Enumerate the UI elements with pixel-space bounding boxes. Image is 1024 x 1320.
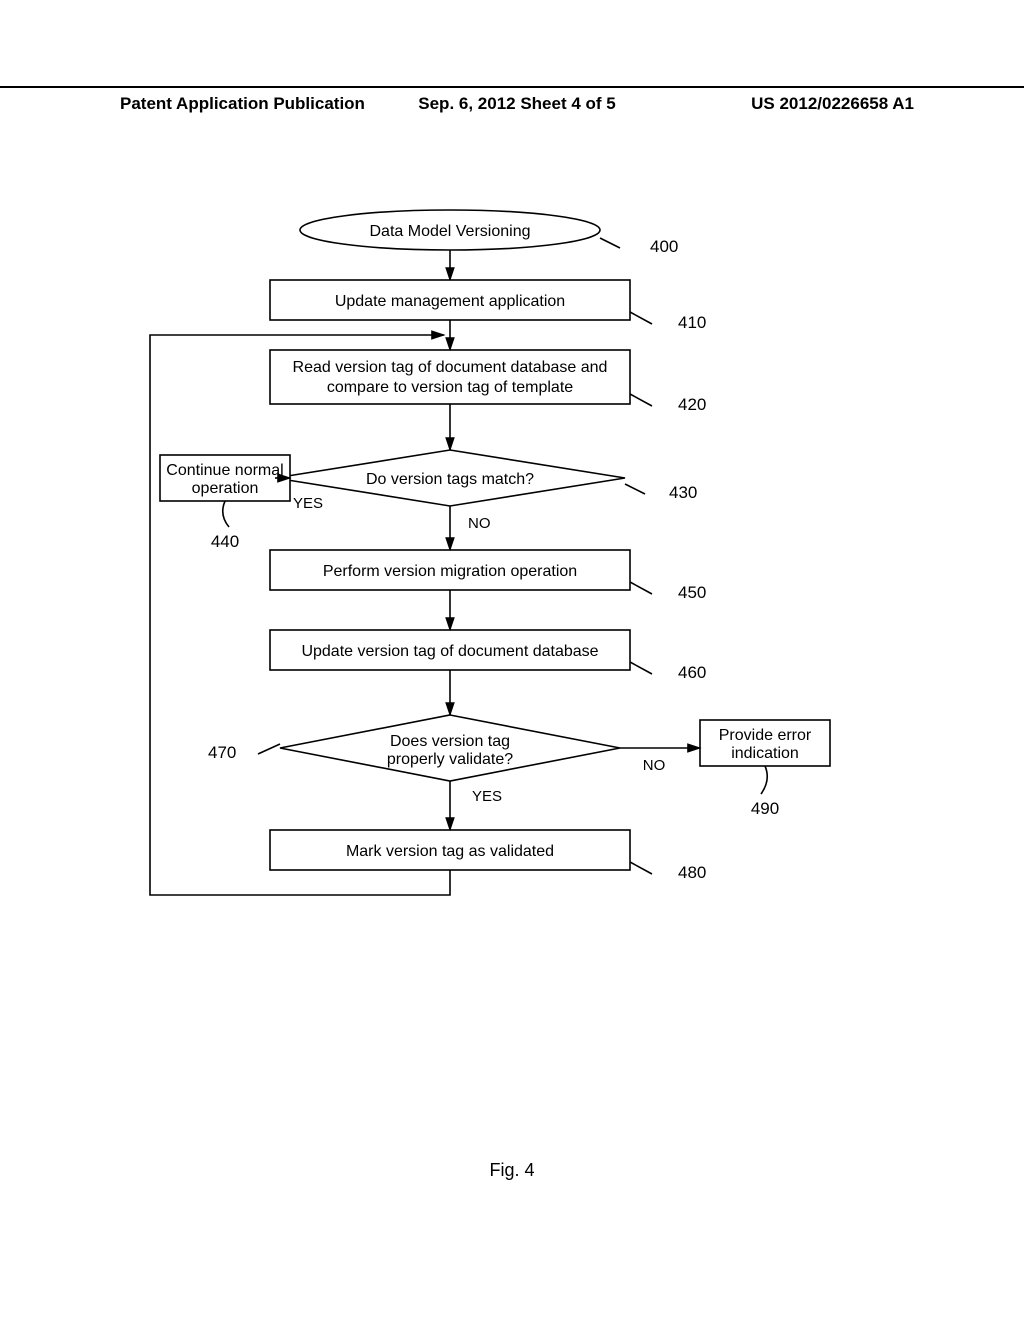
svg-text:Do version tags match?: Do version tags match? [366,471,534,488]
header-mid: Sep. 6, 2012 Sheet 4 of 5 [385,94,650,114]
svg-text:Update management application: Update management application [335,293,565,310]
svg-text:470: 470 [208,743,236,762]
svg-text:440: 440 [211,532,239,551]
svg-text:480: 480 [678,863,706,882]
svg-text:410: 410 [678,313,706,332]
svg-text:430: 430 [669,483,697,502]
svg-text:Continue normal: Continue normal [166,462,283,479]
svg-text:400: 400 [650,237,678,256]
svg-text:NO: NO [468,515,491,532]
svg-text:NO: NO [643,757,666,774]
svg-text:420: 420 [678,395,706,414]
figure-caption: Fig. 4 [0,1160,1024,1181]
flowchart: Data Model Versioning 400 Update managemen… [140,200,910,1020]
svg-text:properly validate?: properly validate? [387,751,513,768]
svg-text:Provide error: Provide error [719,727,812,744]
svg-text:indication: indication [731,745,799,762]
header-right: US 2012/0226658 A1 [649,94,914,114]
svg-text:compare to version tag of temp: compare to version tag of template [327,379,573,396]
svg-text:operation: operation [192,480,259,497]
svg-text:YES: YES [293,495,323,512]
svg-text:450: 450 [678,583,706,602]
page-header: Patent Application Publication Sep. 6, 2… [0,86,1024,114]
svg-text:Mark version tag as validated: Mark version tag as validated [346,843,554,860]
svg-text:Read version tag of document d: Read version tag of document database an… [293,359,608,376]
svg-text:Does version tag: Does version tag [390,733,510,750]
svg-text:460: 460 [678,663,706,682]
svg-text:YES: YES [472,788,502,805]
svg-text:490: 490 [751,799,779,818]
svg-text:Perform version migration oper: Perform version migration operation [323,563,577,580]
svg-text:Update version tag of document: Update version tag of document database [301,643,598,660]
svg-text:Data Model Versioning: Data Model Versioning [370,223,531,240]
header-left: Patent Application Publication [120,94,385,114]
